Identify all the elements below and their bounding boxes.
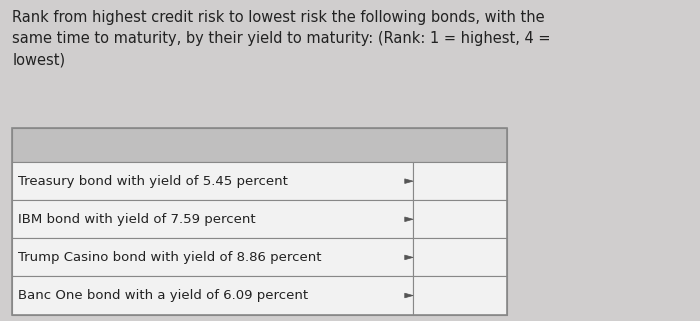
- Text: Treasury bond with yield of 5.45 percent: Treasury bond with yield of 5.45 percent: [18, 175, 288, 188]
- Bar: [13, 128, 507, 162]
- Bar: [13, 128, 507, 315]
- Bar: [413, 200, 507, 238]
- Polygon shape: [405, 255, 413, 260]
- Bar: [13, 162, 413, 200]
- Text: Trump Casino bond with yield of 8.86 percent: Trump Casino bond with yield of 8.86 per…: [18, 251, 321, 264]
- Bar: [13, 238, 413, 276]
- Polygon shape: [405, 217, 413, 221]
- Text: Rank from highest credit risk to lowest risk the following bonds, with the
same : Rank from highest credit risk to lowest …: [13, 10, 551, 68]
- Polygon shape: [405, 293, 413, 298]
- Polygon shape: [405, 179, 413, 184]
- Text: IBM bond with yield of 7.59 percent: IBM bond with yield of 7.59 percent: [18, 213, 255, 226]
- Bar: [13, 200, 413, 238]
- Text: Banc One bond with a yield of 6.09 percent: Banc One bond with a yield of 6.09 perce…: [18, 289, 308, 302]
- Bar: [413, 276, 507, 315]
- Bar: [13, 276, 413, 315]
- Bar: [413, 162, 507, 200]
- Bar: [413, 238, 507, 276]
